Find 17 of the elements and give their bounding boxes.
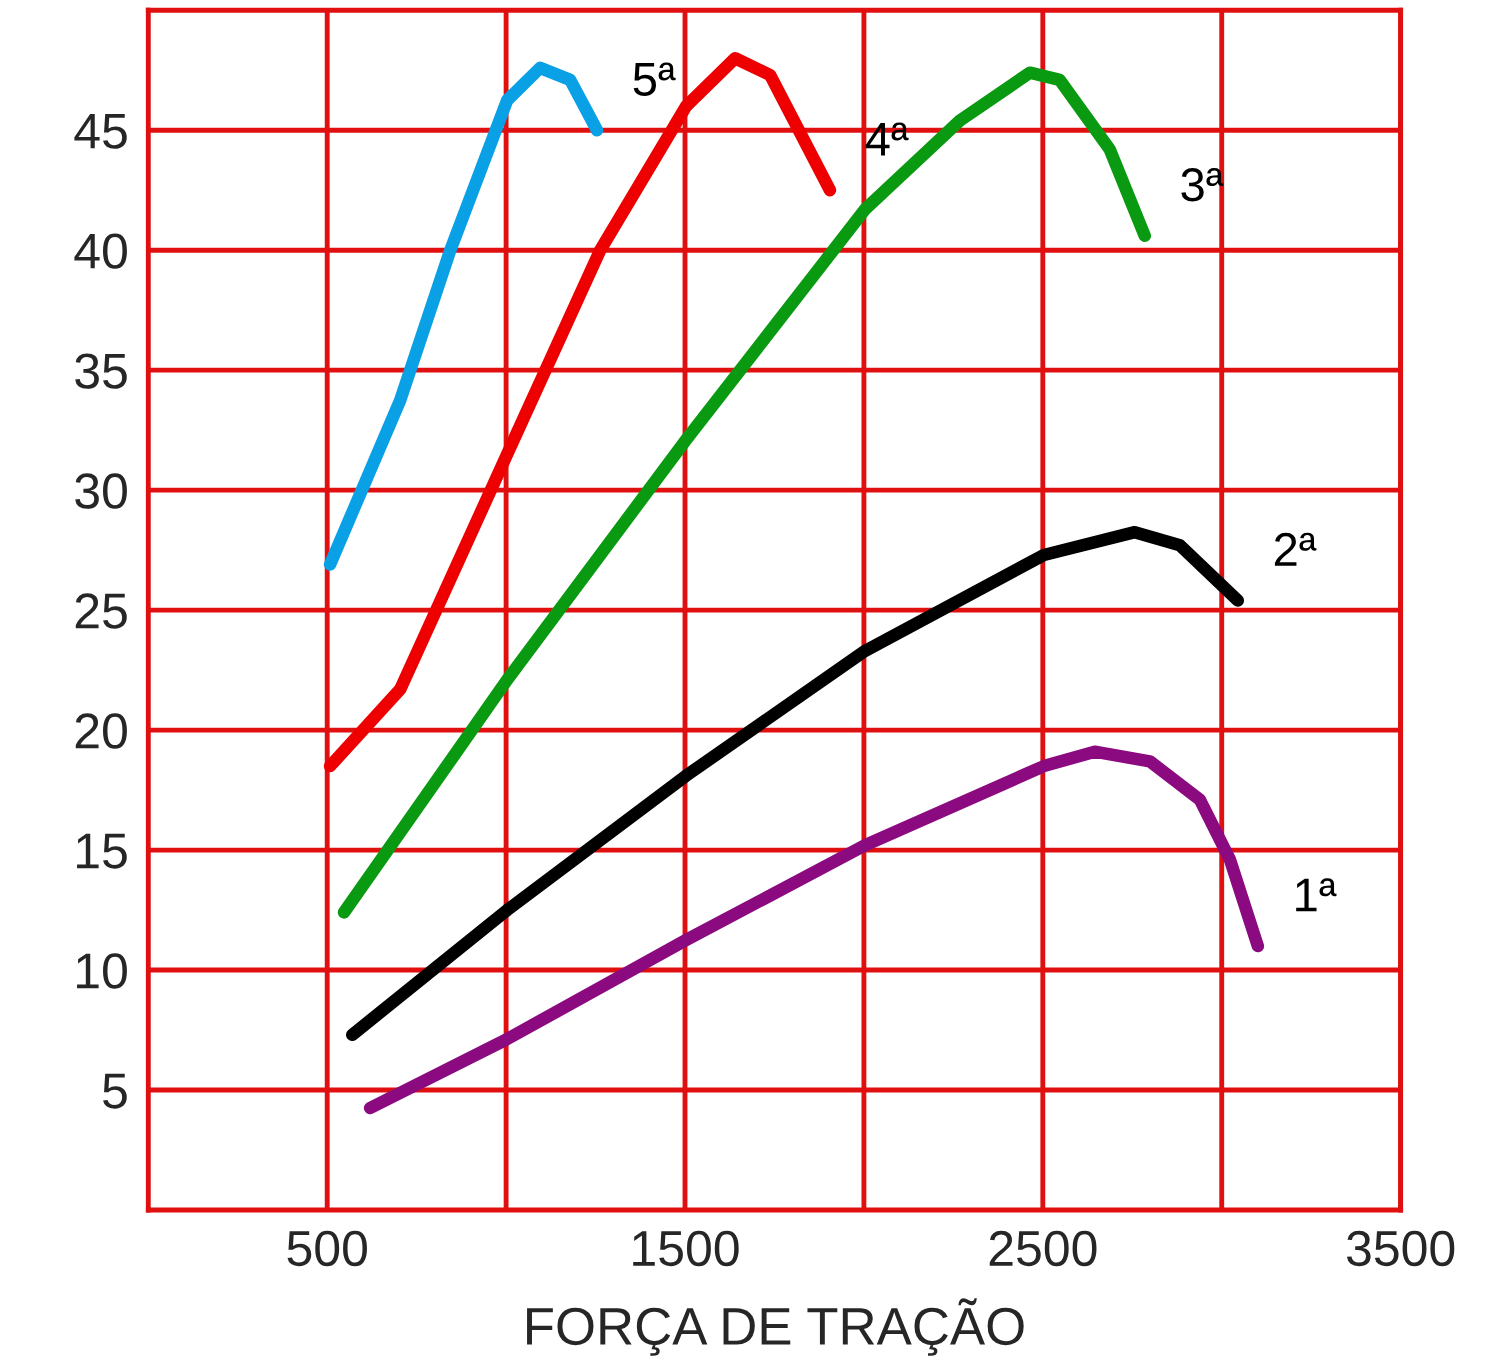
- x-axis-title: FORÇA DE TRAÇÃO: [527, 1298, 1024, 1356]
- y-tick-label: 15: [77, 833, 127, 869]
- y-tick-label: 20: [75, 713, 127, 749]
- series-label: 2ª: [1274, 532, 1317, 566]
- y-tick-label: 25: [75, 593, 127, 629]
- series-label: 1ª: [1296, 878, 1337, 912]
- y-tick-label: 30: [75, 473, 127, 509]
- x-tick-label: 500: [287, 1230, 367, 1267]
- x-tick-label: 2500: [989, 1230, 1097, 1267]
- x-tick-label: 3500: [1346, 1230, 1455, 1267]
- y-tick-label: 40: [74, 233, 127, 269]
- x-tick-label: 1500: [633, 1230, 739, 1267]
- y-tick-label: 5: [103, 1073, 127, 1109]
- series-label: 5ª: [633, 62, 676, 96]
- y-tick-label: 10: [77, 953, 127, 989]
- y-tick-label: 45: [74, 113, 127, 149]
- y-tick-label: 35: [75, 353, 127, 389]
